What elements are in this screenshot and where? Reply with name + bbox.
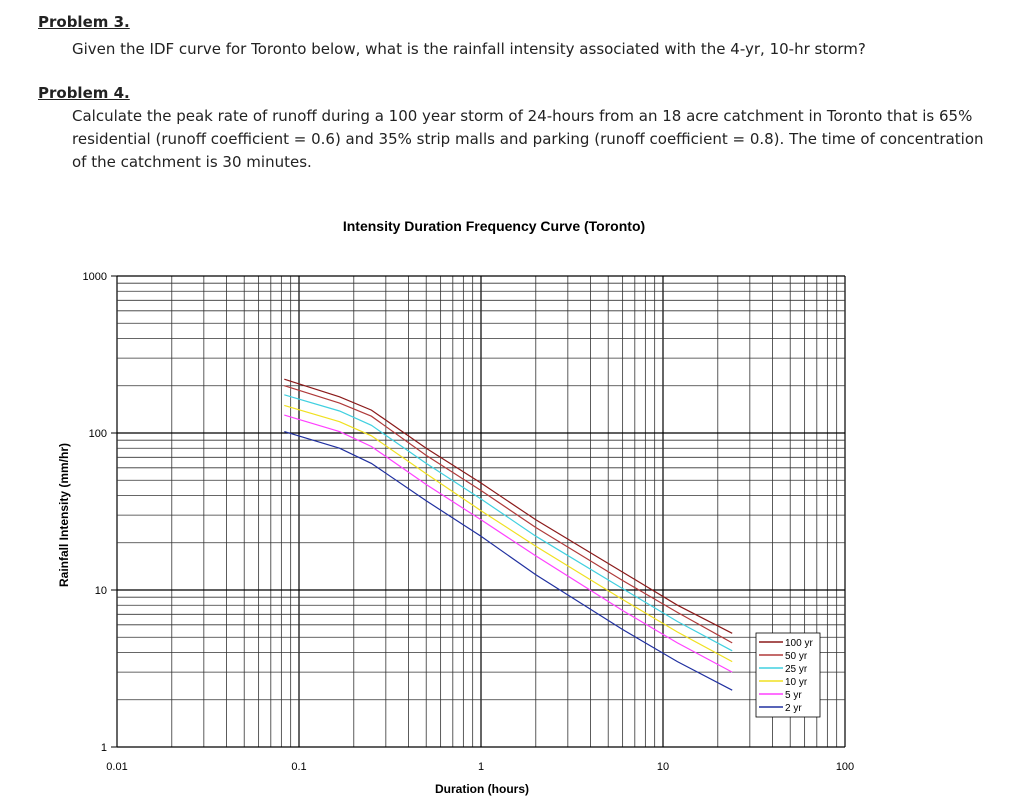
y-axis-label: Rainfall Intensity (mm/hr)	[57, 443, 71, 587]
problem4-text: Calculate the peak rate of runoff during…	[72, 107, 984, 171]
x-axis-label: Duration (hours)	[435, 782, 529, 796]
x-tick-label: 1	[478, 761, 484, 773]
axis-ticks: 0.01 0.1 1 10 100 1 10 100 1000	[83, 271, 855, 773]
x-tick-label: 0.01	[106, 761, 127, 773]
legend-label: 5 yr	[785, 690, 802, 701]
series-line-2-yr	[284, 431, 733, 691]
problem3-title: Problem 3.	[38, 13, 130, 31]
series-line-25-yr	[284, 394, 733, 652]
legend-label: 50 yr	[785, 651, 808, 662]
legend-label: 100 yr	[785, 638, 813, 649]
chart-title: Intensity Duration Frequency Curve (Toro…	[343, 218, 645, 234]
legend-box	[755, 632, 821, 718]
chart-legend: 100 yr 50 yr 25 yr 10 yr 5 yr 2 yr	[755, 632, 821, 718]
y-tick-label: 1	[101, 742, 107, 754]
x-tick-label: 0.1	[291, 761, 306, 773]
chart-grid	[116, 275, 846, 748]
x-tick-label: 10	[657, 761, 669, 773]
series-line-5-yr	[284, 414, 733, 673]
legend-label: 2 yr	[785, 703, 802, 714]
series-line-50-yr	[284, 385, 733, 644]
y-tick-label: 1000	[83, 271, 107, 283]
x-tick-label: 100	[836, 761, 854, 773]
series-line-100-yr	[284, 378, 733, 634]
chart-series	[284, 378, 733, 691]
problem4-title: Problem 4.	[38, 84, 130, 102]
legend-label: 25 yr	[785, 664, 808, 675]
series-line-10-yr	[284, 404, 733, 663]
problem3-text: Given the IDF curve for Toronto below, w…	[72, 40, 866, 58]
idf-chart: Intensity Duration Frequency Curve (Toro…	[57, 218, 855, 796]
y-tick-label: 10	[95, 585, 107, 597]
legend-label: 10 yr	[785, 677, 808, 688]
y-tick-label: 100	[89, 428, 107, 440]
